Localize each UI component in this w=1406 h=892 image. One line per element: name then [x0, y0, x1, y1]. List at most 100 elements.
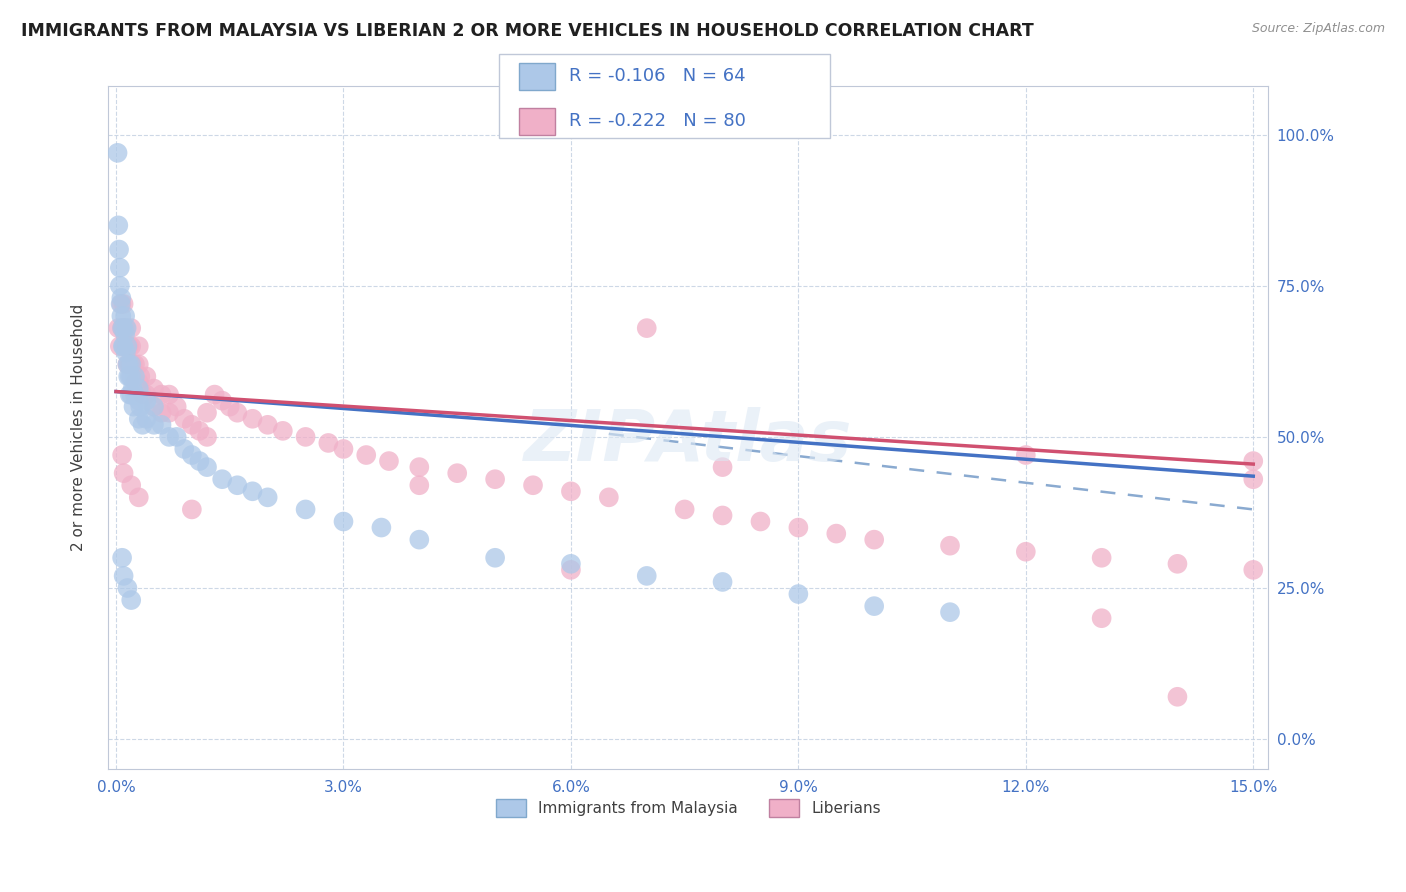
Point [242, 484, 264, 499]
Point [128, 339, 150, 353]
Point [142, 382, 165, 396]
Point [195, 406, 218, 420]
Point [128, 411, 150, 425]
Point [117, 339, 139, 353]
Point [1091, 550, 1114, 565]
Point [108, 243, 131, 257]
Point [195, 460, 218, 475]
Point [124, 369, 146, 384]
Point [211, 472, 233, 486]
Point [1015, 448, 1038, 462]
Point [128, 382, 150, 396]
Point [150, 406, 173, 420]
Point [204, 387, 226, 401]
Point [115, 321, 138, 335]
Point [117, 357, 139, 371]
Point [128, 491, 150, 505]
Point [112, 321, 135, 335]
Text: Source: ZipAtlas.com: Source: ZipAtlas.com [1251, 22, 1385, 36]
Point [354, 448, 377, 462]
Legend: Immigrants from Malaysia, Liberians: Immigrants from Malaysia, Liberians [489, 793, 887, 823]
Point [117, 339, 139, 353]
Point [711, 574, 734, 589]
Point [318, 436, 340, 450]
Point [111, 321, 134, 335]
Point [787, 520, 810, 534]
Point [157, 430, 180, 444]
Point [121, 382, 143, 396]
Point [157, 406, 180, 420]
Point [120, 593, 142, 607]
Point [117, 581, 139, 595]
Point [180, 417, 202, 432]
Point [118, 357, 141, 371]
Point [135, 393, 157, 408]
Point [939, 539, 962, 553]
Point [1015, 545, 1038, 559]
Point [128, 376, 150, 390]
Point [188, 454, 211, 468]
Point [150, 417, 173, 432]
Point [560, 563, 582, 577]
Point [166, 400, 188, 414]
Point [560, 557, 582, 571]
Point [711, 460, 734, 475]
Point [115, 321, 138, 335]
Point [131, 387, 153, 401]
Point [110, 309, 132, 323]
Point [120, 387, 142, 401]
Point [195, 430, 218, 444]
Point [112, 321, 135, 335]
Point [1091, 611, 1114, 625]
Point [118, 369, 141, 384]
Point [180, 448, 202, 462]
Point [446, 466, 468, 480]
Point [1241, 472, 1264, 486]
Y-axis label: 2 or more Vehicles in Household: 2 or more Vehicles in Household [72, 304, 86, 551]
Point [749, 515, 772, 529]
Point [120, 357, 142, 371]
Point [114, 309, 136, 323]
Point [332, 442, 354, 456]
Point [1241, 454, 1264, 468]
Point [118, 357, 141, 371]
Point [166, 430, 188, 444]
Point [112, 339, 135, 353]
Point [124, 357, 146, 371]
Point [129, 369, 152, 384]
Point [120, 369, 142, 384]
Point [135, 387, 157, 401]
Point [173, 411, 195, 425]
Point [598, 491, 620, 505]
Point [1241, 563, 1264, 577]
Point [294, 502, 316, 516]
Point [142, 417, 165, 432]
Point [108, 339, 131, 353]
Point [124, 376, 146, 390]
Point [129, 400, 152, 414]
Point [1166, 690, 1188, 704]
Point [111, 321, 134, 335]
Text: ZIPAtlas: ZIPAtlas [524, 407, 852, 476]
Point [112, 297, 135, 311]
Point [378, 454, 401, 468]
Point [114, 339, 136, 353]
Point [271, 424, 294, 438]
Point [332, 515, 354, 529]
Point [636, 569, 658, 583]
Point [522, 478, 544, 492]
Point [108, 260, 131, 275]
Point [825, 526, 848, 541]
Point [107, 321, 129, 335]
Point [226, 406, 249, 420]
Point [142, 400, 165, 414]
Point [110, 297, 132, 311]
Point [117, 357, 139, 371]
Point [135, 411, 157, 425]
Point [128, 357, 150, 371]
Text: R = -0.106   N = 64: R = -0.106 N = 64 [569, 68, 747, 86]
Text: R = -0.222   N = 80: R = -0.222 N = 80 [569, 112, 747, 130]
Point [122, 400, 145, 414]
Text: IMMIGRANTS FROM MALAYSIA VS LIBERIAN 2 OR MORE VEHICLES IN HOUSEHOLD CORRELATION: IMMIGRANTS FROM MALAYSIA VS LIBERIAN 2 O… [21, 22, 1033, 40]
Point [110, 297, 132, 311]
